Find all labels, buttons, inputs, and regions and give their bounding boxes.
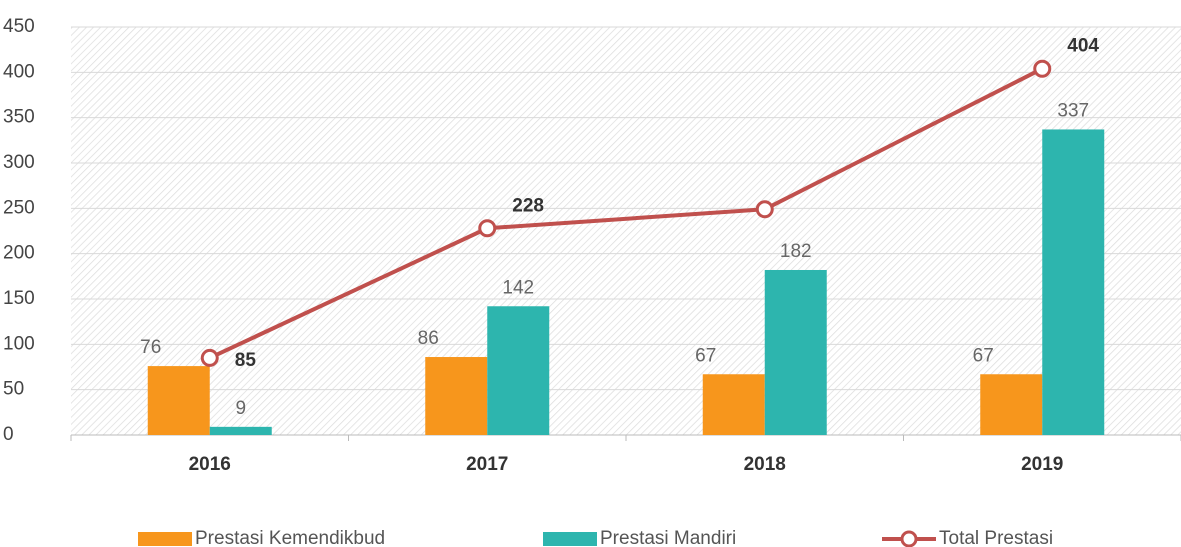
legend-swatch bbox=[543, 532, 597, 546]
bar bbox=[425, 357, 488, 435]
y-tick-label: 350 bbox=[3, 107, 35, 128]
x-tick-label: 2017 bbox=[466, 454, 508, 475]
x-tick-label: 2018 bbox=[744, 454, 786, 475]
y-tick-label: 50 bbox=[3, 379, 24, 400]
legend-label: Prestasi Mandiri bbox=[600, 528, 736, 547]
bar bbox=[209, 426, 272, 435]
y-tick-label: 450 bbox=[3, 16, 35, 37]
bar-value-label: 67 bbox=[695, 345, 716, 366]
line-value-label: 228 bbox=[512, 195, 544, 216]
bar-value-label: 142 bbox=[502, 277, 534, 298]
line bbox=[208, 66, 1044, 360]
bar-value-label: 76 bbox=[140, 337, 161, 358]
x-tick-label: 2016 bbox=[189, 454, 231, 475]
y-tick-label: 250 bbox=[3, 197, 35, 218]
line-marker bbox=[200, 348, 219, 367]
line-marker bbox=[755, 200, 774, 219]
y-tick-label: 400 bbox=[3, 61, 35, 82]
y-tick-label: 100 bbox=[3, 333, 35, 354]
bar bbox=[980, 374, 1043, 435]
bar bbox=[764, 269, 827, 435]
line-marker bbox=[1033, 59, 1052, 78]
x-tick-label: 2019 bbox=[1021, 454, 1063, 475]
bar-value-label: 86 bbox=[418, 328, 439, 349]
bar bbox=[1042, 129, 1105, 435]
line-value-label: 404 bbox=[1067, 36, 1099, 57]
bar bbox=[487, 306, 550, 435]
legend-label: Total Prestasi bbox=[939, 528, 1053, 547]
y-tick-label: 300 bbox=[3, 152, 35, 173]
bar bbox=[702, 374, 765, 435]
plot-background bbox=[71, 27, 1181, 435]
y-tick-label: 150 bbox=[3, 288, 35, 309]
legend-swatch bbox=[900, 530, 918, 547]
bar-value-label: 9 bbox=[235, 398, 246, 419]
y-tick-label: 0 bbox=[3, 424, 14, 445]
bar-value-label: 67 bbox=[973, 345, 994, 366]
legend-swatch bbox=[138, 532, 192, 546]
y-tick-label: 200 bbox=[3, 243, 35, 264]
line-marker bbox=[478, 219, 497, 238]
legend-label: Prestasi Kemendikbud bbox=[195, 528, 385, 547]
bar bbox=[147, 366, 210, 435]
bar-value-label: 182 bbox=[780, 241, 812, 262]
bar-value-label: 337 bbox=[1057, 100, 1089, 121]
line-value-label: 85 bbox=[235, 350, 257, 371]
